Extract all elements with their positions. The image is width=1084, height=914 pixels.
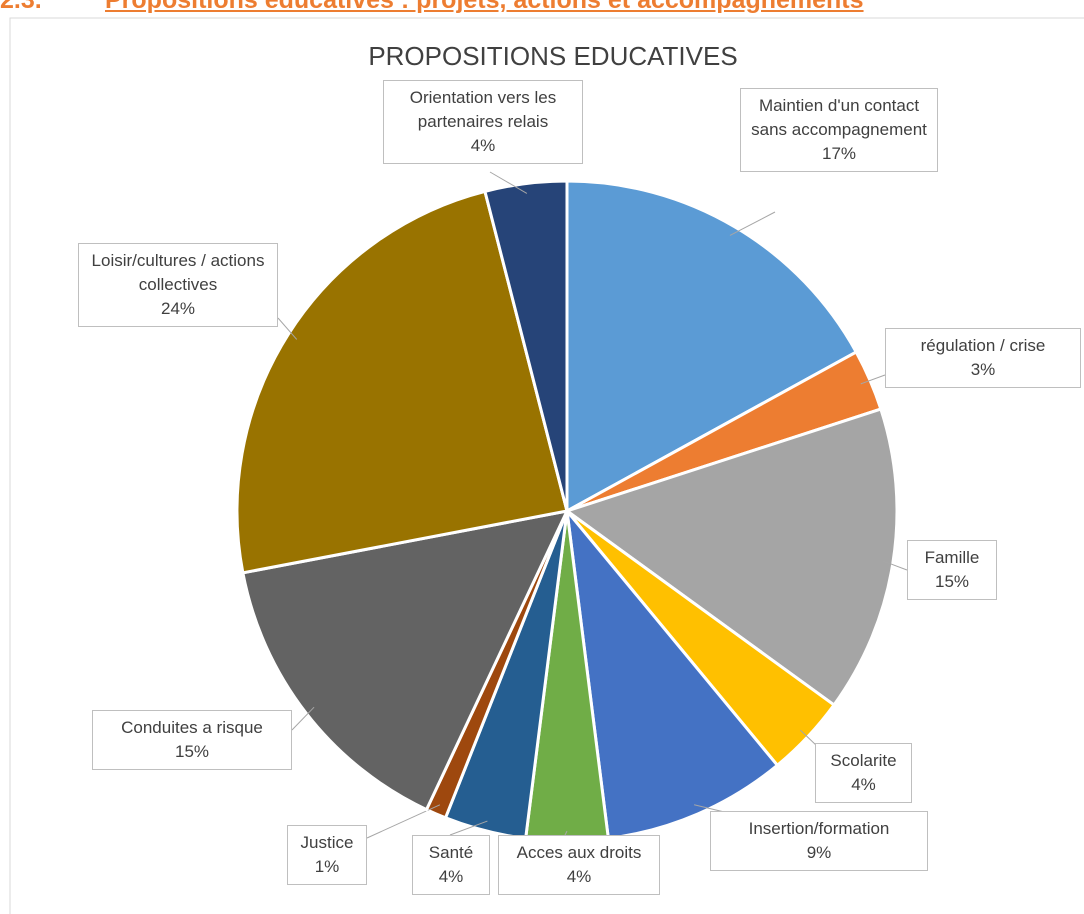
pie-slice [563, 407, 899, 708]
data-label: Acces aux droits 4% [498, 835, 660, 895]
heading-text: Propositions éducatives : projets, actio… [105, 0, 864, 14]
label-value: 1% [314, 857, 340, 876]
label-value: 3% [970, 360, 996, 379]
pie-slice [235, 189, 569, 575]
leader-line [291, 706, 315, 731]
label-value: 15% [174, 742, 210, 761]
label-category: Loisir/cultures / actions collectives [91, 251, 265, 294]
data-label: Orientation vers les partenaires relais 4… [383, 80, 583, 164]
leader-line [882, 560, 908, 571]
leader-line [366, 804, 441, 839]
data-label: Conduites a risque 15% [92, 710, 292, 770]
label-category: Conduites a risque [121, 718, 263, 737]
chart-frame [9, 17, 1084, 914]
label-value: 4% [470, 136, 496, 155]
label-value: 24% [160, 299, 196, 318]
data-label: Justice 1% [287, 825, 367, 885]
label-value: 4% [438, 867, 464, 886]
chart-title: PROPOSITIONS EDUCATIVES [368, 41, 737, 71]
label-category: régulation / crise [920, 336, 1046, 355]
label-value: 4% [851, 775, 876, 794]
data-label: Santé 4% [412, 835, 490, 895]
label-category: Famille [924, 548, 980, 567]
data-label: Loisir/cultures / actions collectives 24% [78, 243, 278, 327]
label-category: Acces aux droits [516, 843, 642, 862]
leader-line [489, 171, 528, 194]
data-label: Maintien d'un contact sans accompagnemen… [740, 88, 938, 172]
data-label: Insertion/formation 9% [710, 811, 928, 871]
leader-line [860, 374, 886, 385]
label-category: Orientation vers les partenaires relais [409, 88, 557, 131]
label-category: Maintien d'un contact sans accompagnemen… [751, 96, 927, 139]
pie-slice [483, 179, 569, 512]
label-value: 15% [934, 572, 970, 591]
leader-line [277, 317, 298, 340]
label-category: Scolarite [830, 751, 897, 770]
pie-slice [565, 179, 859, 514]
label-category: Santé [428, 843, 474, 862]
data-label: régulation / crise 3% [885, 328, 1081, 388]
leader-line [449, 820, 488, 836]
label-value: 4% [566, 867, 592, 886]
label-category: Justice [300, 833, 354, 852]
label-value: 9% [806, 843, 832, 862]
pie-slice [241, 508, 570, 812]
data-label: Famille 15% [907, 540, 997, 600]
leader-line [729, 211, 776, 236]
data-label: Scolarite 4% [815, 743, 912, 803]
heading-number: 2.3. [0, 0, 42, 14]
label-category: Insertion/formation [748, 819, 890, 838]
label-value: 17% [821, 144, 857, 163]
